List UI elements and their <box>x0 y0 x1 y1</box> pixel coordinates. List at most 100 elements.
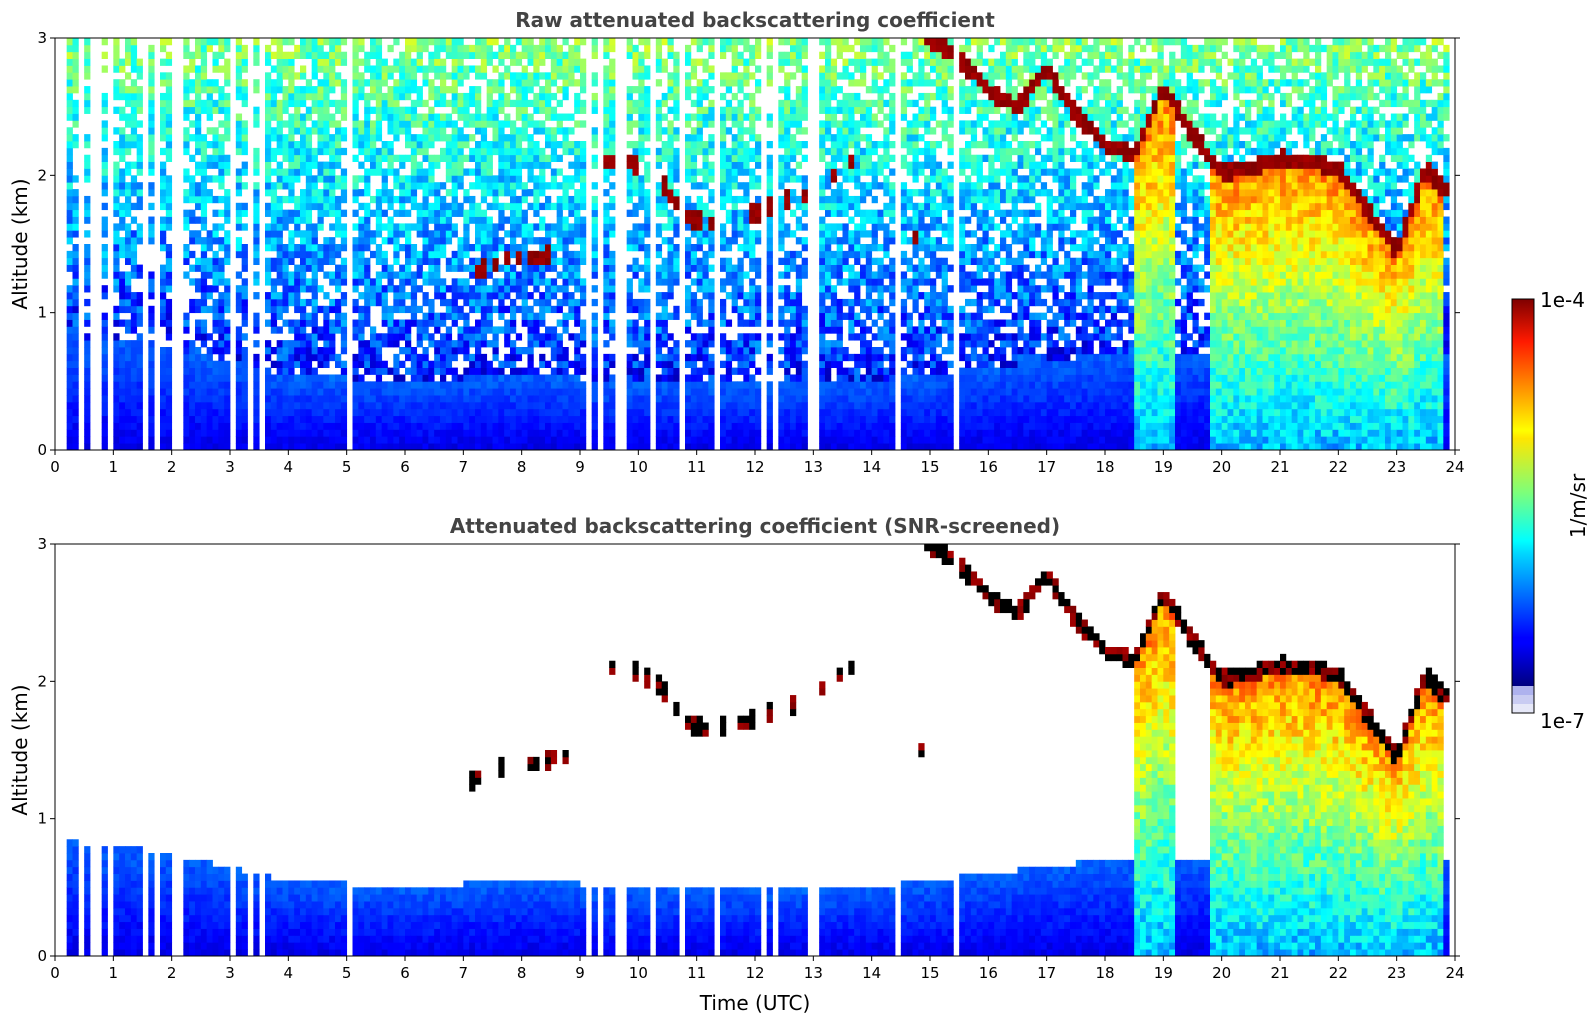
heatmap-cell <box>533 340 540 348</box>
heatmap-cell <box>685 436 692 444</box>
heatmap-cell <box>702 381 709 389</box>
heatmap-cell <box>690 202 698 211</box>
heatmap-cell <box>335 72 342 80</box>
heatmap-cell <box>300 257 307 265</box>
heatmap-cell <box>270 147 278 156</box>
heatmap-cell <box>375 168 383 176</box>
heatmap-cell <box>352 99 359 108</box>
heatmap-cell <box>667 401 674 410</box>
heatmap-cell <box>416 443 423 451</box>
heatmap-cell <box>288 319 295 327</box>
heatmap-cell <box>702 141 709 149</box>
heatmap-cell <box>574 381 581 389</box>
heatmap-cell <box>125 202 132 211</box>
heatmap-cell <box>784 422 791 430</box>
heatmap-cell <box>475 333 482 341</box>
heatmap-cell <box>545 429 552 437</box>
heatmap-cell <box>218 161 225 169</box>
heatmap-cell <box>690 257 698 265</box>
heatmap-cell <box>130 175 138 183</box>
heatmap-cell <box>720 161 727 169</box>
heatmap-cell <box>160 44 167 53</box>
heatmap-cell <box>685 429 692 437</box>
heatmap-cell <box>276 305 283 314</box>
heatmap-cell <box>428 237 435 245</box>
heatmap-cell <box>119 147 126 156</box>
heatmap-cell <box>125 319 132 327</box>
heatmap-cell <box>119 237 126 245</box>
heatmap-cell <box>329 154 336 162</box>
heatmap-cell <box>381 72 388 80</box>
heatmap-cell <box>562 298 569 307</box>
heatmap-cell <box>183 92 190 101</box>
heatmap-cell <box>101 292 108 300</box>
heatmap-cell <box>206 347 213 355</box>
heatmap-cell <box>498 264 505 272</box>
heatmap-cell <box>66 367 73 375</box>
heatmap-cell <box>568 408 575 417</box>
heatmap-cell <box>276 388 283 396</box>
heatmap-cell <box>235 141 243 149</box>
heatmap-cell <box>720 113 727 121</box>
heatmap-cell <box>323 79 330 87</box>
heatmap-cell <box>690 360 698 368</box>
heatmap-cell <box>84 257 91 265</box>
heatmap-cell <box>539 106 546 114</box>
heatmap-cell <box>626 305 633 314</box>
heatmap-cell <box>778 168 785 176</box>
heatmap-cell <box>457 429 464 437</box>
heatmap-cell <box>335 436 342 444</box>
heatmap-cell <box>212 305 219 314</box>
heatmap-cell <box>568 374 575 382</box>
heatmap-cell <box>224 292 231 300</box>
heatmap-cell <box>364 134 371 142</box>
heatmap-cell <box>720 223 727 231</box>
heatmap-cell <box>241 51 248 59</box>
heatmap-cell <box>457 168 464 176</box>
heatmap-cell <box>749 443 756 451</box>
heatmap-cell <box>387 408 394 417</box>
heatmap-cell <box>375 147 383 156</box>
heatmap-cell <box>574 319 581 327</box>
heatmap-cell <box>778 244 785 252</box>
heatmap-cell <box>72 264 79 272</box>
heatmap-cell <box>743 38 750 46</box>
heatmap-cell <box>165 422 173 430</box>
heatmap-cell <box>241 305 248 314</box>
heatmap-cell <box>399 195 406 204</box>
heatmap-cell <box>591 443 598 451</box>
heatmap-cell <box>66 106 73 114</box>
heatmap-cell <box>323 161 330 169</box>
heatmap-cell <box>317 436 324 444</box>
heatmap-cell <box>189 237 196 245</box>
heatmap-cell <box>486 312 493 320</box>
heatmap-cell <box>550 113 558 121</box>
heatmap-cell <box>498 92 505 101</box>
heatmap-cell <box>591 319 598 327</box>
heatmap-cell <box>568 401 575 410</box>
heatmap-cell <box>276 216 283 224</box>
heatmap-cell <box>685 44 692 53</box>
heatmap-cell <box>434 292 441 300</box>
heatmap-cell <box>370 347 377 355</box>
heatmap-cell <box>784 223 791 231</box>
heatmap-cell <box>725 443 733 451</box>
heatmap-cell <box>463 374 470 382</box>
heatmap-cell <box>632 374 639 382</box>
heatmap-cell <box>270 278 278 286</box>
heatmap-cell <box>352 374 359 382</box>
heatmap-cell <box>574 216 581 224</box>
heatmap-cell <box>492 127 499 135</box>
heatmap-cell <box>731 38 738 46</box>
heatmap-cell <box>702 58 709 66</box>
heatmap-cell <box>410 312 418 320</box>
heatmap-cell <box>224 257 231 265</box>
heatmap-cell <box>416 141 423 149</box>
heatmap-cell <box>235 285 243 293</box>
heatmap-cell <box>574 92 581 101</box>
heatmap-cell <box>224 120 231 128</box>
heatmap-cell <box>235 209 243 217</box>
heatmap-cell <box>725 216 733 224</box>
heatmap-cell <box>743 244 750 252</box>
heatmap-cell <box>84 216 91 224</box>
